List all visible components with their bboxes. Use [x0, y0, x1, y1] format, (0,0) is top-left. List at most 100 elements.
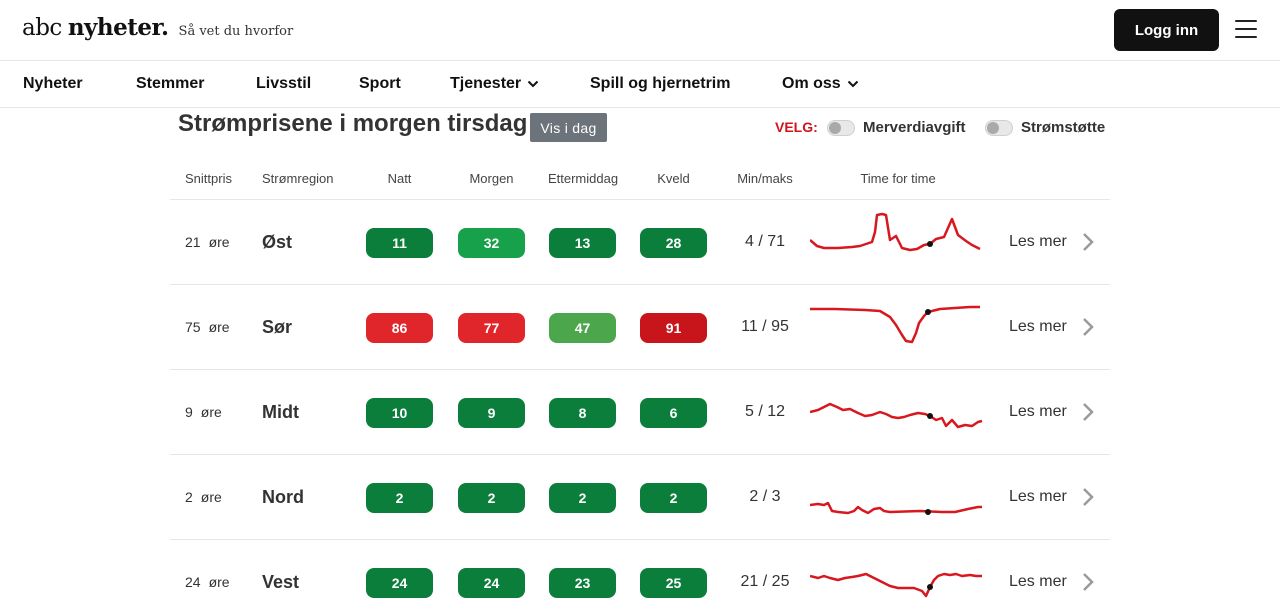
price-pill-night: 24	[366, 568, 433, 598]
avg-price-value: 75	[185, 319, 201, 335]
hourly-sparkline	[810, 572, 982, 598]
hourly-sparkline	[810, 305, 980, 344]
price-pill-morning: 77	[458, 313, 525, 343]
avg-price-unit: øre	[208, 574, 230, 590]
price-pill-morning: 24	[458, 568, 525, 598]
avg-price-value: 9	[185, 404, 193, 420]
sparkline-path	[810, 305, 980, 344]
nav-item-label: Spill og hjernetrim	[590, 75, 731, 92]
current-hour-dot	[927, 584, 933, 590]
avg-price: 21 øre	[185, 234, 230, 250]
price-row-øst[interactable]: 21 øre Øst 4 / 71 Les mer 11 32 13 28	[170, 199, 1110, 284]
price-pill-afternoon: 13	[549, 228, 616, 258]
min-max-value: 21 / 25	[740, 573, 790, 590]
header-avg-price: Snittpris	[185, 171, 232, 186]
price-row-vest[interactable]: 24 øre Vest 21 / 25 Les mer 24 24 23 25	[170, 539, 1110, 612]
avg-price-value: 21	[185, 234, 201, 250]
avg-price-unit: øre	[200, 489, 222, 505]
logo-abc: abc	[22, 15, 62, 41]
chevron-right-icon[interactable]	[1081, 232, 1095, 252]
nav-item-livsstil[interactable]: Livsstil	[256, 75, 311, 93]
min-max-value: 5 / 12	[744, 403, 786, 420]
nav-item-stemmer[interactable]: Stemmer	[136, 75, 204, 93]
sparkline-path	[810, 572, 982, 598]
header-minmax: Min/maks	[737, 171, 793, 186]
price-pill-night: 86	[366, 313, 433, 343]
vat-toggle[interactable]	[827, 120, 855, 136]
chevron-right-icon[interactable]	[1081, 317, 1095, 337]
price-pill-evening: 2	[640, 483, 707, 513]
chevron-down-icon	[527, 80, 539, 88]
hourly-sparkline	[810, 501, 982, 515]
nav-item-om-oss[interactable]: Om oss	[782, 75, 859, 93]
header-hourly: Time for time	[860, 171, 936, 186]
login-button[interactable]: Logg inn	[1114, 9, 1219, 51]
hourly-sparkline	[810, 212, 981, 252]
nav-item-label: Nyheter	[23, 75, 83, 92]
nav-item-spill[interactable]: Spill og hjernetrim	[590, 75, 730, 93]
nav-item-label: Om oss	[782, 75, 841, 92]
nav-item-nyheter[interactable]: Nyheter	[23, 75, 83, 93]
price-pill-evening: 91	[640, 313, 707, 343]
price-pill-evening: 25	[640, 568, 707, 598]
sparkline-path	[810, 501, 982, 515]
price-pill-morning: 32	[458, 228, 525, 258]
price-pill-afternoon: 23	[549, 568, 616, 598]
region-name: Midt	[262, 402, 299, 422]
sparkline-path	[810, 402, 983, 429]
subsidy-toggle-label[interactable]: Strømstøtte	[1021, 119, 1106, 136]
vat-toggle-label[interactable]: Merverdiavgift	[863, 119, 966, 136]
nav-item-label: Sport	[359, 75, 401, 92]
toggle-knob	[987, 122, 999, 134]
site-logo[interactable]: abc nyheter. Så vet du hvorfor	[22, 14, 293, 41]
avg-price: 2 øre	[185, 489, 222, 505]
min-max-value: 11 / 95	[741, 318, 789, 335]
header-evening: Kveld	[657, 171, 690, 186]
chevron-right-icon[interactable]	[1081, 402, 1095, 422]
price-pill-afternoon: 2	[549, 483, 616, 513]
region-name: Sør	[262, 317, 293, 337]
read-more-link[interactable]: Les mer	[1009, 573, 1067, 590]
price-pill-night: 10	[366, 398, 433, 428]
logo-nyheter: nyheter.	[67, 14, 169, 41]
read-more-link[interactable]: Les mer	[1009, 233, 1067, 250]
price-pill-morning: 2	[458, 483, 525, 513]
widget-title: Strømprisene i morgen tirsdag	[178, 110, 528, 137]
chevron-right-icon[interactable]	[1081, 487, 1095, 507]
avg-price-unit: øre	[208, 234, 230, 250]
logo-tagline: Så vet du hvorfor	[178, 24, 294, 39]
min-max-value: 4 / 71	[744, 233, 786, 250]
read-more-link[interactable]: Les mer	[1009, 318, 1067, 335]
hourly-sparkline	[810, 402, 983, 429]
current-hour-dot	[925, 509, 931, 515]
avg-price-value: 24	[185, 574, 201, 590]
price-row-midt[interactable]: 9 øre Midt 5 / 12 Les mer 10 9 8 6	[170, 369, 1110, 454]
price-row-sør[interactable]: 75 øre Sør 11 / 95 Les mer 86 77 47 91	[170, 284, 1110, 369]
current-hour-dot	[927, 241, 933, 247]
avg-price-value: 2	[185, 489, 193, 505]
avg-price: 75 øre	[185, 319, 230, 335]
price-pill-evening: 6	[640, 398, 707, 428]
region-name: Nord	[262, 487, 304, 507]
header-afternoon: Ettermiddag	[547, 171, 619, 186]
price-row-nord[interactable]: 2 øre Nord 2 / 3 Les mer 2 2 2 2	[170, 454, 1110, 539]
region-name: Øst	[262, 232, 293, 252]
nav-item-sport[interactable]: Sport	[359, 75, 401, 93]
read-more-link[interactable]: Les mer	[1009, 403, 1067, 420]
header-region: Strømregion	[262, 171, 334, 186]
show-today-button[interactable]: Vis i dag	[530, 113, 607, 142]
nav-item-label: Tjenester	[450, 75, 522, 92]
chevron-down-icon	[847, 80, 858, 88]
sparkline-path	[810, 212, 981, 252]
nav-item-tjenester[interactable]: Tjenester	[450, 75, 539, 93]
price-pill-night: 2	[366, 483, 433, 513]
main-nav: Nyheter Stemmer Livsstil Sport Tjenester…	[0, 62, 1280, 108]
read-more-link[interactable]: Les mer	[1009, 488, 1067, 505]
hamburger-menu-icon[interactable]	[1235, 20, 1257, 38]
header-night: Natt	[387, 171, 412, 186]
current-hour-dot	[925, 309, 931, 315]
subsidy-toggle[interactable]	[985, 120, 1013, 136]
nav-item-label: Stemmer	[136, 75, 205, 92]
chevron-right-icon[interactable]	[1081, 572, 1095, 592]
nav-item-label: Livsstil	[256, 75, 312, 92]
